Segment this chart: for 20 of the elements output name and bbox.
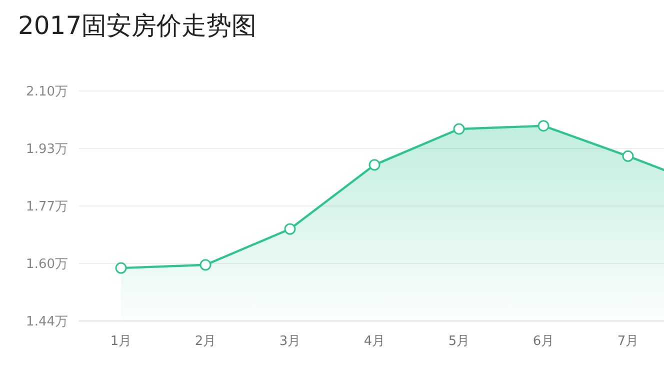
x-tick-label: 2月 (194, 334, 216, 349)
point (284, 223, 296, 235)
chart-title: 2017固安房价走势图 (18, 11, 257, 40)
y-tick-label: 1.93万 (26, 142, 68, 158)
point (453, 123, 465, 135)
y-tick-label: 2.10万 (26, 84, 68, 100)
x-tick-label: 1月 (110, 334, 132, 349)
y-tick-label: 1.77万 (26, 200, 68, 215)
x-tick-label: 4月 (364, 334, 386, 349)
y-tick-label: 1.60万 (26, 257, 68, 272)
x-tick-label: 5月 (448, 334, 470, 349)
y-tick-label: 1.44万 (26, 314, 68, 330)
point (200, 259, 212, 271)
point (538, 120, 550, 132)
x-tick-label: 3月 (279, 334, 301, 349)
point (115, 262, 127, 274)
x-tick-label: 6月 (532, 334, 554, 349)
x-tick-label: 7月 (617, 334, 639, 349)
point (622, 150, 634, 162)
point (368, 159, 380, 171)
